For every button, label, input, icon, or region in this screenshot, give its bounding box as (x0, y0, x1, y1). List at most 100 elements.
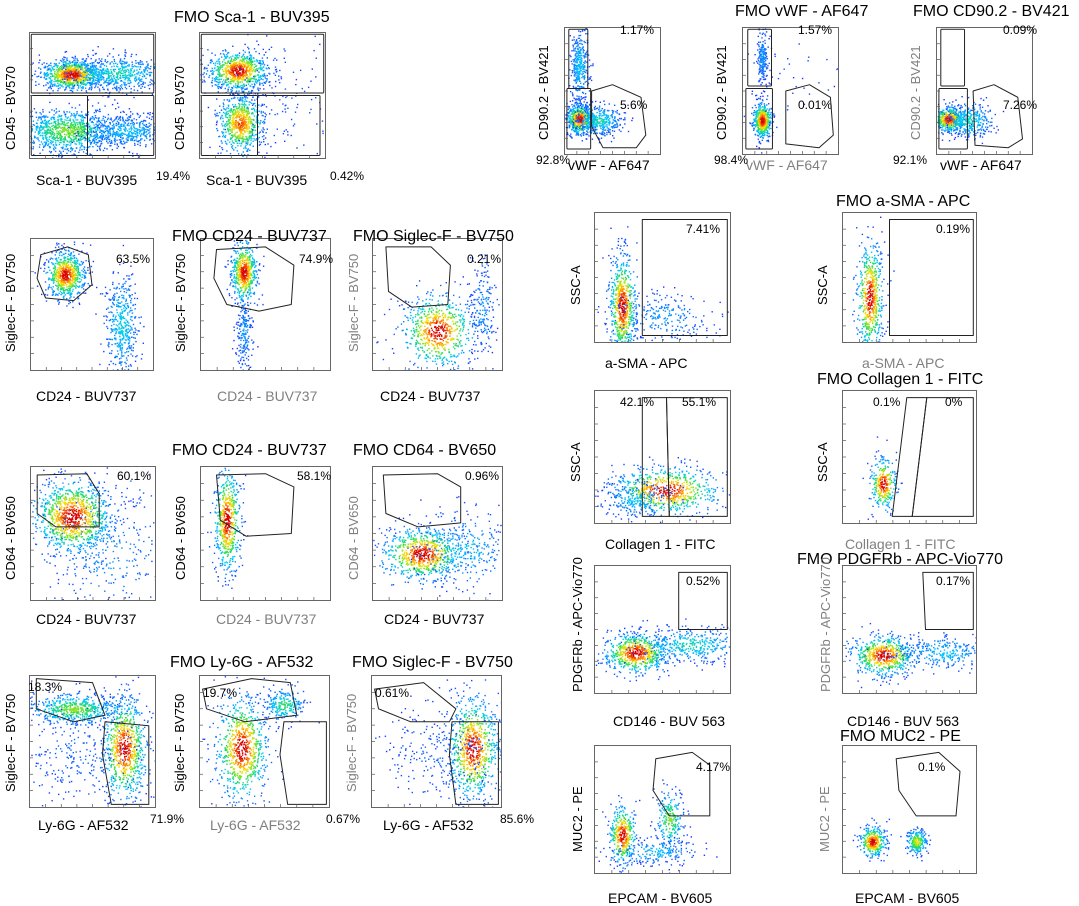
event-dot (112, 149, 113, 150)
event-dot (54, 85, 55, 86)
event-dot (62, 147, 63, 148)
event-dot (146, 61, 147, 62)
event-dot (72, 130, 73, 131)
event-dot (69, 103, 70, 104)
event-dot (102, 139, 103, 140)
event-dot (75, 73, 76, 74)
event-dot (140, 135, 141, 136)
event-dot (208, 65, 209, 66)
event-dot (221, 140, 222, 141)
event-dot (54, 127, 55, 128)
event-dot (107, 126, 108, 127)
event-dot (70, 143, 71, 144)
event-dot (92, 105, 93, 106)
event-dot (255, 81, 256, 82)
event-dot (114, 138, 115, 139)
event-dot (133, 122, 134, 123)
event-dot (319, 44, 320, 45)
event-dot (76, 111, 77, 112)
event-dot (264, 64, 265, 65)
event-dot (62, 123, 63, 124)
event-dot (111, 66, 112, 67)
event-dot (127, 80, 128, 81)
event-dot (291, 135, 292, 136)
event-dot (310, 81, 311, 82)
event-dot (248, 126, 249, 127)
event-dot (120, 120, 121, 121)
event-dot (254, 61, 255, 62)
event-dot (241, 56, 242, 57)
event-dot (58, 80, 59, 81)
event-dot (85, 117, 86, 118)
event-dot (251, 64, 252, 65)
event-dot (223, 59, 224, 60)
gate-percent-a1-1: 19.4% (156, 169, 190, 183)
event-dot (63, 151, 64, 152)
event-dot (53, 66, 54, 67)
event-dot (32, 62, 33, 63)
event-dot (576, 103, 577, 104)
event-dot (582, 105, 583, 106)
event-dot (135, 76, 136, 77)
event-dot (60, 81, 61, 82)
event-dot (57, 67, 58, 68)
event-dot (211, 53, 212, 54)
event-dot (287, 108, 288, 109)
event-dot (228, 81, 229, 82)
event-dot (57, 77, 58, 78)
event-dot (154, 126, 155, 127)
event-dot (70, 62, 71, 63)
event-dot (131, 54, 132, 55)
event-dot (258, 152, 259, 153)
event-dot (33, 146, 34, 147)
event-dot (99, 90, 100, 91)
event-dot (85, 79, 86, 80)
event-dot (230, 130, 231, 131)
event-dot (37, 139, 38, 140)
event-dot (234, 74, 235, 75)
event-dot (69, 73, 70, 74)
event-dot (231, 144, 232, 145)
event-dot (84, 64, 85, 65)
event-dot (117, 73, 118, 74)
event-dot (50, 152, 51, 153)
event-dot (232, 148, 233, 149)
event-dot (107, 71, 108, 72)
event-dot (284, 108, 285, 109)
event-dot (316, 58, 317, 59)
event-dot (118, 126, 119, 127)
event-dot (122, 75, 123, 76)
event-dot (134, 136, 135, 137)
event-dot (44, 142, 45, 143)
event-dot (114, 61, 115, 62)
event-dot (247, 109, 248, 110)
event-dot (238, 73, 239, 74)
event-dot (228, 84, 229, 85)
event-dot (110, 83, 111, 84)
event-dot (63, 138, 64, 139)
event-dot (63, 124, 64, 125)
event-dot (40, 68, 41, 69)
event-dot (221, 84, 222, 85)
event-dot (62, 79, 63, 80)
event-dot (239, 62, 240, 63)
event-dot (258, 44, 259, 45)
event-dot (136, 136, 137, 137)
event-dot (235, 85, 236, 86)
event-dot (34, 142, 35, 143)
event-dot (284, 141, 285, 142)
event-dot (287, 134, 288, 135)
event-dot (303, 144, 304, 145)
event-dot (112, 79, 113, 80)
event-dot (244, 117, 245, 118)
event-dot (72, 128, 73, 129)
event-dot (127, 120, 128, 121)
event-dot (65, 69, 66, 70)
event-dot (135, 134, 136, 135)
event-dot (151, 59, 152, 60)
event-dot (68, 70, 69, 71)
event-dot (65, 65, 66, 66)
event-dot (64, 112, 65, 113)
event-dot (64, 136, 65, 137)
event-dot (220, 118, 221, 119)
